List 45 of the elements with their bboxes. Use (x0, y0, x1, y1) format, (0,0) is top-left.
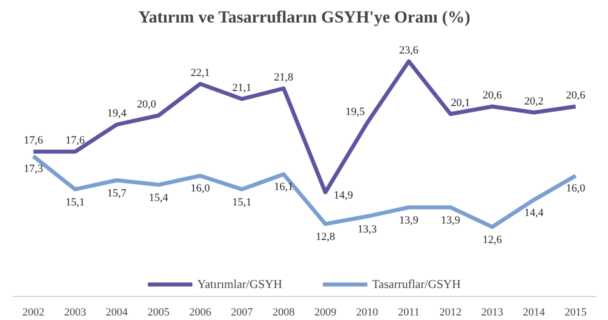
data-label: 20,0 (136, 98, 157, 111)
x-tick-label: 2003 (64, 306, 87, 318)
data-label: 15,4 (148, 192, 169, 204)
x-tick-label: 2006 (189, 306, 212, 318)
data-label: 15,7 (107, 187, 127, 200)
data-label: 16,0 (190, 182, 210, 195)
data-label: 16,0 (566, 182, 586, 195)
data-label: 14,9 (334, 189, 354, 202)
data-label: 17,3 (24, 163, 44, 176)
data-label: 20,6 (482, 89, 502, 102)
data-label: 21,1 (232, 82, 252, 94)
data-label: 12,6 (482, 234, 502, 246)
data-label: 13,3 (357, 223, 378, 236)
data-label: 17,6 (24, 134, 44, 147)
data-label: 20,6 (566, 89, 586, 102)
data-label: 19,4 (107, 108, 127, 120)
data-label: 22,1 (190, 66, 210, 79)
data-label: 13,9 (399, 214, 419, 226)
x-tick-label: 2010 (356, 306, 379, 318)
x-tick-label: 2015 (564, 306, 588, 318)
x-tick-label: 2013 (481, 306, 504, 318)
data-label: 13,9 (440, 214, 461, 226)
legend-label: Tasarruflar/GSYH (372, 276, 461, 292)
data-label: 17,6 (65, 134, 86, 147)
data-label: 23,6 (399, 44, 419, 56)
data-label: 16,1 (274, 181, 294, 194)
data-label: 20,1 (450, 97, 470, 110)
x-tick-label: 2011 (398, 306, 420, 318)
x-tick-label: 2002 (22, 306, 44, 318)
data-label: 21,8 (274, 71, 294, 84)
data-label: 19,5 (345, 106, 366, 118)
x-tick-label: 2005 (148, 306, 170, 318)
legend-label: Yatırımlar/GSYH (197, 276, 282, 292)
x-tick-label: 2014 (522, 306, 546, 318)
data-label: 15,1 (232, 196, 252, 208)
data-label: 20,2 (524, 96, 544, 108)
data-label: 15,1 (65, 196, 85, 208)
chart-title: Yatırım ve Tasarrufların GSYH'ye Oranı (%) (138, 8, 470, 26)
data-label: 14,4 (524, 206, 544, 219)
x-tick-label: 2007 (230, 306, 254, 318)
x-tick-label: 2008 (272, 306, 296, 318)
data-label: 12,8 (316, 230, 336, 243)
x-tick-label: 2004 (106, 306, 128, 318)
x-tick-label: 2012 (440, 306, 462, 318)
x-tick-label: 2009 (314, 306, 337, 318)
